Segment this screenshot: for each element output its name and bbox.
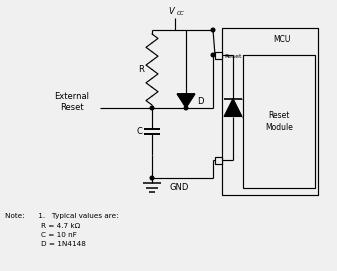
- Circle shape: [150, 106, 154, 110]
- Circle shape: [211, 53, 215, 57]
- Text: GND: GND: [170, 183, 189, 192]
- Text: C: C: [136, 127, 142, 136]
- Text: Reset
Module: Reset Module: [265, 111, 293, 132]
- Bar: [215, 156, 222, 163]
- Circle shape: [211, 28, 215, 32]
- Bar: [215, 51, 222, 59]
- Bar: [222, 28, 318, 195]
- Text: D: D: [197, 96, 204, 105]
- Bar: [243, 55, 315, 188]
- Circle shape: [150, 176, 154, 180]
- Text: External
Reset: External Reset: [55, 92, 90, 112]
- Polygon shape: [177, 94, 195, 108]
- Text: V: V: [168, 7, 174, 16]
- Text: C = 10 nF: C = 10 nF: [5, 232, 77, 238]
- Polygon shape: [224, 98, 242, 117]
- Text: R: R: [138, 64, 144, 73]
- Text: Note:      1.   Typical values are:: Note: 1. Typical values are:: [5, 213, 119, 219]
- Circle shape: [184, 106, 188, 110]
- Text: CC: CC: [177, 11, 185, 16]
- Text: D = 1N4148: D = 1N4148: [5, 241, 86, 247]
- Text: Reset: Reset: [224, 53, 242, 59]
- Text: MCU: MCU: [273, 35, 290, 44]
- Text: R = 4.7 kΩ: R = 4.7 kΩ: [5, 223, 80, 229]
